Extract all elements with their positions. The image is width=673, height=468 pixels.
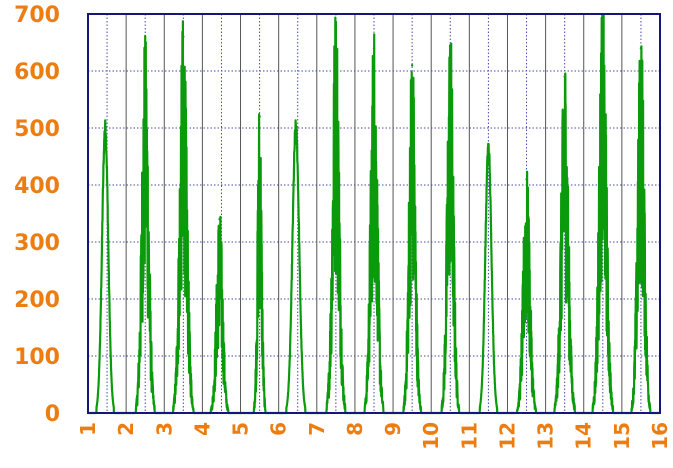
y-tick-label-3: 300	[14, 231, 60, 256]
y-tick-label-4: 400	[14, 174, 60, 199]
x-tick-label-1: 2	[114, 422, 138, 436]
series-peak-point-8	[410, 64, 414, 67]
x-tick-label-0: 1	[76, 422, 100, 436]
series-peak-point-4	[258, 115, 261, 118]
x-tick-label-9: 10	[419, 422, 443, 450]
y-tick-label-5: 500	[14, 117, 60, 142]
series-peak-point-3	[218, 218, 221, 221]
x-tick-label-13: 14	[572, 422, 596, 450]
x-tick-label-12: 13	[534, 422, 558, 450]
series-peak-point-6	[334, 24, 338, 27]
x-tick-label-4: 5	[229, 422, 253, 436]
series-line-0	[87, 12, 661, 415]
series-peak-point-13	[601, 18, 604, 21]
series-peak-point-12	[563, 75, 566, 78]
series-peak-point-10	[487, 143, 490, 147]
series-peak-point-11	[525, 178, 528, 181]
series-peak-point-14	[639, 47, 643, 50]
series-peak-point-9	[449, 44, 452, 47]
x-axis-tick-labels: 1 2 3 4 5 6 7 8 9 10 11 12 13 14 15 16	[76, 422, 672, 450]
y-tick-label-1: 100	[14, 345, 60, 370]
series-peak-point-0	[103, 123, 107, 127]
x-tick-label-6: 7	[305, 422, 329, 436]
plot-frame	[87, 13, 661, 414]
y-tick-label-6: 600	[14, 60, 60, 85]
series-peak-point-2	[182, 35, 185, 38]
y-tick-label-0: 0	[45, 402, 60, 427]
x-tick-label-14: 15	[610, 422, 634, 450]
series-peak-point-1	[144, 52, 147, 56]
x-tick-label-10: 11	[457, 422, 481, 450]
x-tick-label-11: 12	[495, 422, 519, 450]
x-tick-label-5: 6	[267, 422, 291, 436]
x-tick-label-7: 8	[343, 422, 367, 436]
x-tick-label-2: 3	[152, 422, 176, 436]
y-axis-tick-labels: 0 100 200 300 400 500 600 700	[14, 3, 60, 427]
y-tick-label-7: 700	[14, 3, 60, 28]
series-group	[87, 12, 661, 415]
y-tick-label-2: 200	[14, 288, 60, 313]
series-peak-point-7	[372, 47, 376, 50]
x-tick-label-8: 9	[381, 422, 405, 436]
x-tick-label-3: 4	[190, 422, 214, 436]
series-peak-point-5	[294, 123, 298, 127]
x-tick-label-15: 16	[648, 422, 672, 450]
